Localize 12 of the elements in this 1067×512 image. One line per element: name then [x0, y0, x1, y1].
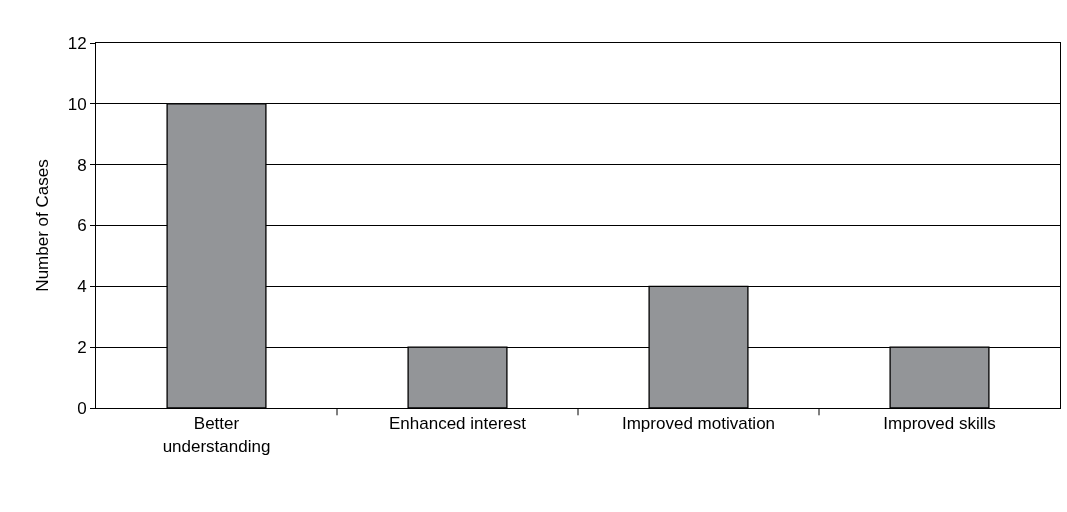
- y-tick-label: 10: [67, 94, 87, 114]
- x-tick-label: Improved skills: [883, 414, 996, 434]
- x-tick-label: Better understanding: [162, 414, 271, 456]
- x-tick-label: Improved motivation: [621, 414, 776, 434]
- y-tick-label: 4: [77, 277, 87, 297]
- y-tick-label: 6: [77, 216, 87, 236]
- x-tick-label: Enhanced interest: [388, 414, 527, 434]
- y-tick-label: 2: [77, 338, 87, 358]
- y-tick-label: 0: [77, 398, 87, 418]
- y-axis-title: Number of Cases: [33, 159, 53, 292]
- y-tick-label: 8: [77, 155, 87, 175]
- y-tick-label: 12: [67, 33, 87, 53]
